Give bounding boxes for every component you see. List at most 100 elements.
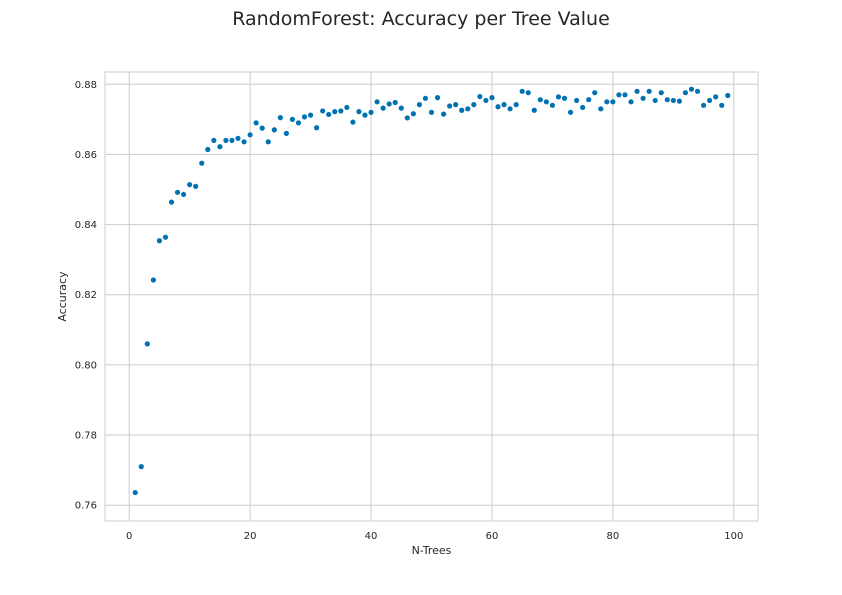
data-point (628, 99, 634, 105)
x-tick-label: 0 (126, 531, 132, 542)
y-tick-label: 0.80 (75, 360, 97, 371)
data-point (259, 125, 265, 131)
data-point (229, 137, 235, 144)
data-point (217, 144, 223, 150)
x-tick-label: 80 (607, 531, 620, 542)
data-point (507, 106, 513, 112)
data-point (477, 93, 483, 100)
data-point (725, 92, 731, 99)
data-point (664, 97, 670, 103)
data-point (344, 104, 350, 111)
data-point (700, 102, 707, 108)
data-point (682, 90, 689, 96)
data-point (271, 127, 277, 133)
data-point (187, 182, 193, 188)
data-point (247, 132, 253, 138)
data-point (489, 95, 495, 101)
data-point (610, 99, 616, 105)
data-point (301, 114, 308, 120)
data-point (332, 109, 338, 115)
data-point (422, 95, 429, 101)
data-point (144, 341, 150, 347)
data-point (410, 111, 416, 117)
x-tick-label: 60 (486, 531, 499, 542)
data-point (265, 139, 271, 145)
data-point (495, 104, 501, 110)
data-point (416, 102, 423, 108)
data-point (362, 112, 368, 118)
plot-frame (104, 71, 759, 522)
data-point (320, 108, 326, 114)
data-point (586, 97, 592, 103)
tick-layer: 0 20 40 60 80 100 0.76 0.78 0.80 0.82 0.84 0.86 0.88 (75, 80, 744, 542)
data-point (235, 135, 241, 141)
data-point (537, 97, 543, 103)
data-point (598, 106, 604, 112)
data-point (138, 464, 144, 470)
data-point (283, 130, 289, 136)
data-point (561, 95, 568, 101)
data-point (193, 183, 199, 189)
grid-layer (105, 72, 758, 521)
data-point (162, 234, 169, 240)
data-point (574, 97, 580, 104)
data-point (374, 99, 380, 105)
data-point (223, 137, 229, 144)
data-point (543, 99, 549, 105)
data-point (670, 97, 676, 104)
data-point (150, 277, 156, 283)
data-point (277, 115, 283, 121)
data-point (465, 106, 471, 112)
data-point (483, 97, 489, 104)
data-point (549, 102, 556, 108)
data-point (694, 88, 701, 94)
data-point (555, 94, 562, 100)
x-tick-label: 40 (365, 531, 378, 542)
data-point (253, 120, 259, 126)
data-point (604, 99, 610, 105)
x-axis-label: N-Trees (412, 544, 452, 557)
data-point (174, 189, 181, 195)
data-point (368, 109, 374, 115)
data-point (338, 108, 344, 114)
data-point (205, 146, 211, 153)
data-point (453, 102, 459, 108)
data-point (459, 107, 465, 113)
data-point (688, 86, 695, 92)
data-point (525, 90, 531, 96)
y-tick-label: 0.82 (75, 290, 97, 301)
data-point (386, 101, 392, 107)
data-point (531, 107, 537, 113)
data-point (392, 99, 398, 106)
data-point (404, 115, 410, 121)
y-tick-label: 0.76 (75, 501, 97, 512)
data-point (168, 199, 175, 205)
data-point (307, 112, 314, 118)
data-point (295, 120, 302, 126)
data-point (181, 191, 187, 198)
data-point (326, 111, 332, 118)
data-point (501, 102, 507, 108)
point-layer (132, 86, 731, 496)
data-point (380, 105, 386, 111)
data-point (199, 160, 205, 166)
data-point (580, 104, 586, 111)
y-tick-label: 0.88 (75, 80, 97, 91)
chart-title: RandomForest: Accuracy per Tree Value (232, 8, 610, 30)
data-point (658, 90, 664, 96)
y-tick-label: 0.86 (75, 150, 97, 161)
x-tick-label: 20 (244, 531, 257, 542)
data-point (652, 97, 658, 104)
data-point (622, 92, 628, 98)
data-point (713, 94, 719, 100)
data-point (398, 105, 404, 111)
data-point (519, 88, 525, 94)
data-point (156, 238, 163, 244)
data-point (314, 125, 320, 131)
data-point (513, 102, 519, 108)
data-point (428, 109, 435, 115)
data-point (646, 88, 652, 94)
data-point (132, 489, 138, 496)
data-point (211, 137, 217, 144)
